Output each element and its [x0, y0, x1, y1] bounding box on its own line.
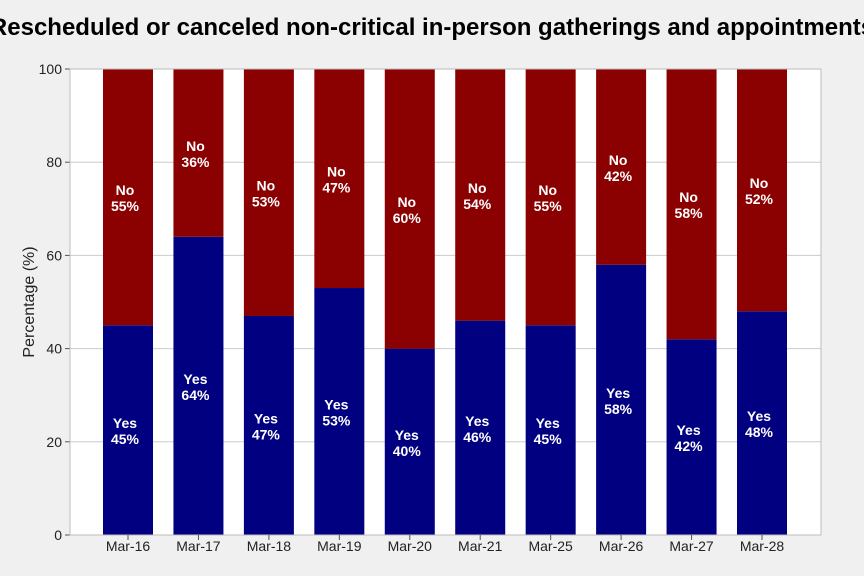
axis-layer: 0 20 40 60 80 100 Percentage (%) Mar-16 Mar-17 Ma…: [21, 61, 822, 554]
y-tick-label: 0: [54, 527, 62, 543]
x-tick-label: Mar-21: [458, 538, 503, 554]
bar-value-label: 42%: [675, 438, 704, 454]
x-tick-label: Mar-20: [388, 538, 433, 554]
bar-yes-mar-16: [103, 325, 153, 535]
bar-value-label: 58%: [675, 205, 704, 221]
bar-value-label: 42%: [604, 168, 633, 184]
bar-value-label: 45%: [111, 431, 140, 447]
x-tick-label: Mar-28: [740, 538, 785, 554]
bar-yes-mar-20: [384, 348, 435, 535]
bar-series-label: Yes: [606, 385, 630, 401]
bar-series-label: Yes: [676, 422, 700, 438]
bar-series-label: Yes: [254, 410, 278, 426]
y-tick-label: 60: [46, 247, 62, 263]
bar-no-mar-27: [666, 69, 717, 340]
bar-series-label: Yes: [183, 371, 207, 387]
bar-yes-mar-27: [666, 339, 717, 535]
bar-no-mar-21: [455, 69, 506, 321]
bar-value-label: 64%: [181, 387, 210, 403]
y-tick-label: 100: [39, 61, 63, 77]
bar-no-mar-18: [243, 69, 294, 316]
bar-value-label: 53%: [322, 413, 351, 429]
bar-series-label: No: [186, 138, 205, 154]
bar-value-label: 60%: [393, 210, 422, 226]
bar-series-label: No: [397, 194, 416, 210]
bar-series-label: No: [116, 182, 135, 198]
bar-no-mar-20: [384, 69, 435, 349]
bar-yes-mar-17: [173, 236, 224, 535]
bar-series-label: No: [609, 152, 628, 168]
bar-series-label: Yes: [324, 397, 348, 413]
bar-value-label: 52%: [745, 191, 774, 207]
bar-series-label: Yes: [113, 415, 137, 431]
y-tick-label: 80: [46, 154, 62, 170]
bar-value-label: 47%: [322, 180, 351, 196]
bar-no-mar-17: [173, 69, 224, 237]
bar-value-label: 54%: [463, 196, 492, 212]
bar-value-label: 48%: [745, 424, 774, 440]
x-tick-label: Mar-26: [599, 538, 644, 554]
bar-series-label: Yes: [747, 408, 771, 424]
bar-value-label: 45%: [534, 431, 563, 447]
bar-series-label: No: [750, 175, 769, 191]
x-tick-label: Mar-18: [247, 538, 292, 554]
bar-series-label: No: [538, 182, 557, 198]
y-tick-label: 40: [46, 341, 62, 357]
bar-yes-mar-26: [596, 264, 647, 535]
bar-value-label: 55%: [111, 198, 140, 214]
bar-series-label: No: [327, 164, 346, 180]
plot-frame: [69, 68, 822, 536]
bar-no-mar-19: [314, 69, 365, 289]
bar-value-label: 46%: [463, 429, 492, 445]
bar-series-label: Yes: [536, 415, 560, 431]
bar-no-mar-16: [103, 69, 153, 326]
bar-yes-mar-18: [243, 315, 294, 535]
bar-value-label: 36%: [181, 154, 210, 170]
bar-value-label: 53%: [252, 193, 281, 209]
bar-yes-mar-19: [314, 288, 365, 535]
x-tick-label: Mar-25: [528, 538, 573, 554]
y-tick-label: 20: [46, 434, 62, 450]
y-axis-label: Percentage (%): [21, 246, 38, 357]
bar-yes-mar-28: [737, 311, 787, 535]
bar-series-label: No: [679, 189, 698, 205]
bar-value-label: 40%: [393, 443, 422, 459]
bar-series-label: Yes: [395, 427, 419, 443]
bar-value-label: 55%: [534, 198, 563, 214]
x-tick-label: Mar-17: [176, 538, 221, 554]
x-tick-label: Mar-27: [669, 538, 714, 554]
chart-title: Rescheduled or canceled non-critical in-…: [0, 14, 864, 41]
bar-value-label: 58%: [604, 401, 633, 417]
x-tick-label: Mar-16: [106, 538, 151, 554]
bar-series-label: No: [257, 177, 276, 193]
bar-series-label: No: [468, 180, 487, 196]
bar-no-mar-26: [596, 69, 647, 265]
bar-yes-mar-21: [455, 320, 506, 535]
bar-layer: Yes45%No55%Yes64%No36%Yes47%No53%Yes53%N…: [103, 69, 787, 535]
bar-value-label: 47%: [252, 426, 281, 442]
x-tick-label: Mar-19: [317, 538, 362, 554]
bar-series-label: Yes: [465, 413, 489, 429]
bar-no-mar-28: [737, 69, 787, 312]
bar-no-mar-25: [525, 69, 576, 326]
bar-yes-mar-25: [525, 325, 576, 535]
